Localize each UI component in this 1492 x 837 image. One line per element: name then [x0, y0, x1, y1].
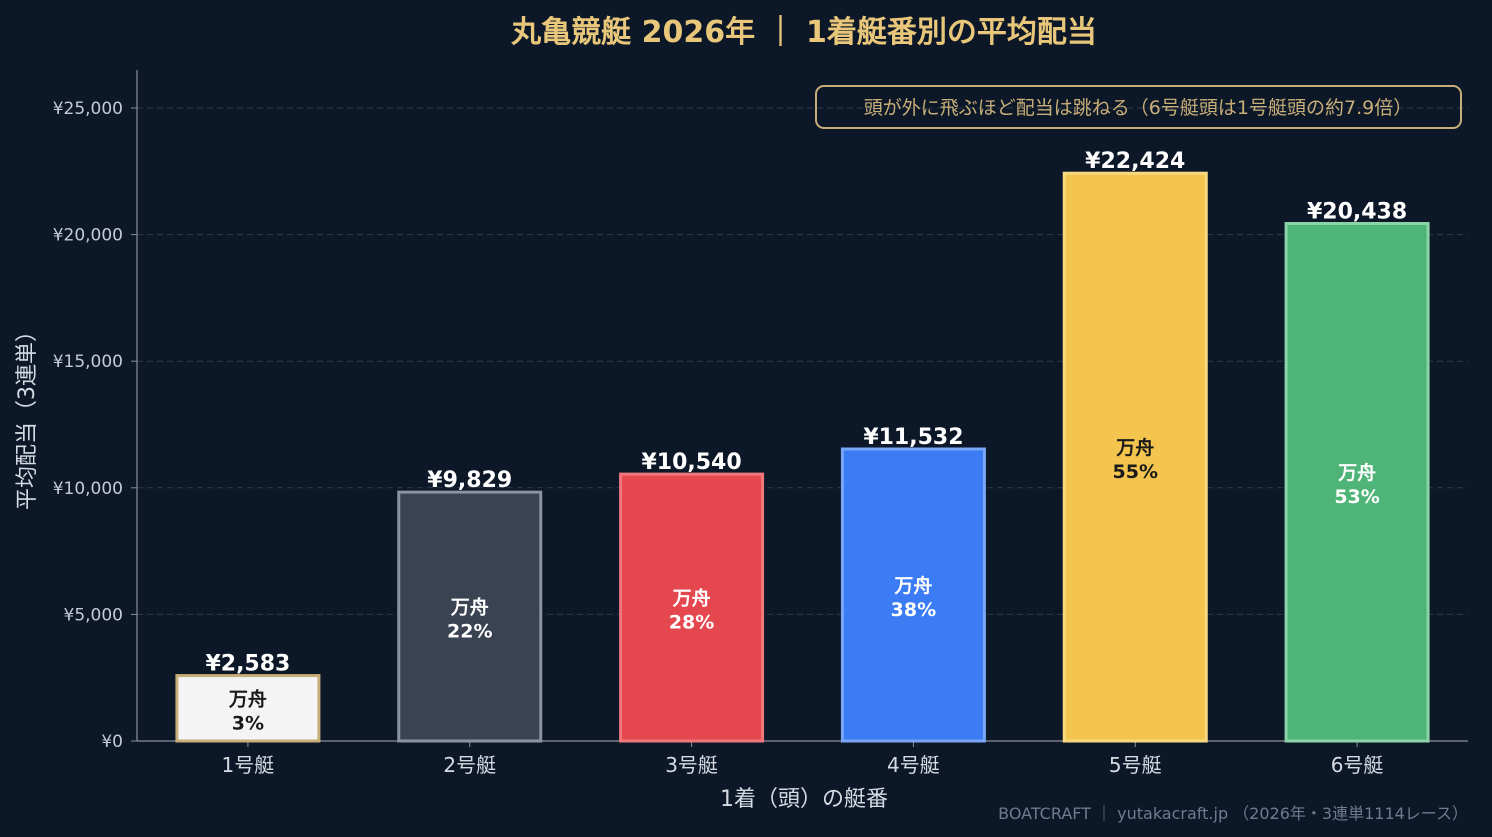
footer-credit: BOATCRAFT ｜ yutakacraft.jp （2026年・3連単111…	[998, 804, 1468, 823]
manshu-rate: 22%	[447, 621, 492, 643]
manshu-label: 万舟	[228, 687, 267, 710]
manshu-label: 万舟	[893, 574, 932, 597]
x-tick-label: 4号艇	[887, 753, 940, 777]
bar-5	[1062, 171, 1208, 743]
grid-layer	[137, 107, 1468, 615]
x-tick-label: 1号艇	[222, 753, 275, 777]
manshu-rate: 38%	[891, 599, 936, 621]
x-axis-title: 1着（頭）の艇番	[720, 787, 888, 812]
value-label: ¥10,540	[641, 450, 741, 475]
bar-4	[840, 447, 986, 743]
axis-layer: ¥0 ¥5,000 ¥10,000 ¥15,000 ¥20,000 ¥25,000 1号艇 2…	[53, 70, 1468, 777]
y-tick-label: ¥0	[101, 732, 123, 752]
x-tick-label: 6号艇	[1331, 753, 1384, 777]
annotation-border	[815, 85, 1462, 129]
value-label: ¥22,424	[1085, 149, 1185, 174]
manshu-label: 万舟	[450, 596, 489, 619]
manshu-label: 万舟	[1115, 436, 1154, 459]
bar-layer: ¥2,583万舟3%¥9,829万舟22%¥10,540万舟28%¥11,532…	[175, 149, 1430, 743]
y-tick-label: ¥25,000	[53, 99, 123, 119]
bar-6	[1284, 221, 1430, 743]
y-tick-label: ¥15,000	[53, 352, 123, 372]
value-label: ¥20,438	[1307, 199, 1407, 224]
chart-title: 丸亀競艇 2026年 ｜ 1着艇番別の平均配当	[510, 15, 1097, 50]
value-label: ¥2,583	[205, 652, 290, 677]
manshu-label: 万舟	[1337, 461, 1376, 484]
annotation-box: 頭が外に飛ぶほど配当は跳ねる（6号艇頭は1号艇頭の約7.9倍）	[815, 85, 1462, 129]
bar-1	[175, 674, 321, 743]
y-tick-label: ¥5,000	[64, 605, 123, 625]
bar-3	[619, 472, 765, 743]
manshu-rate: 53%	[1334, 486, 1379, 508]
y-axis-title: 平均配当（3連単）	[15, 320, 40, 510]
bar-2	[397, 490, 543, 743]
x-tick-label: 3号艇	[665, 753, 718, 777]
value-label: ¥11,532	[863, 425, 963, 450]
x-tick-label: 5号艇	[1109, 753, 1162, 777]
manshu-rate: 28%	[669, 612, 714, 634]
y-tick-label: ¥20,000	[53, 226, 123, 246]
manshu-label: 万舟	[672, 587, 711, 610]
manshu-rate: 3%	[232, 712, 264, 734]
value-label: ¥9,829	[427, 468, 512, 493]
manshu-rate: 55%	[1113, 461, 1158, 483]
y-tick-label: ¥10,000	[53, 479, 123, 499]
x-tick-label: 2号艇	[443, 753, 496, 777]
annotation-text: 頭が外に飛ぶほど配当は跳ねる（6号艇頭は1号艇頭の約7.9倍）	[864, 97, 1412, 119]
